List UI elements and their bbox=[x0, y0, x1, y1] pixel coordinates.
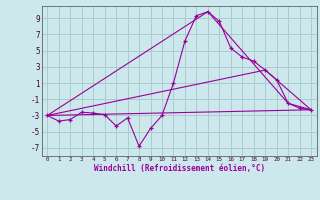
X-axis label: Windchill (Refroidissement éolien,°C): Windchill (Refroidissement éolien,°C) bbox=[94, 164, 265, 173]
